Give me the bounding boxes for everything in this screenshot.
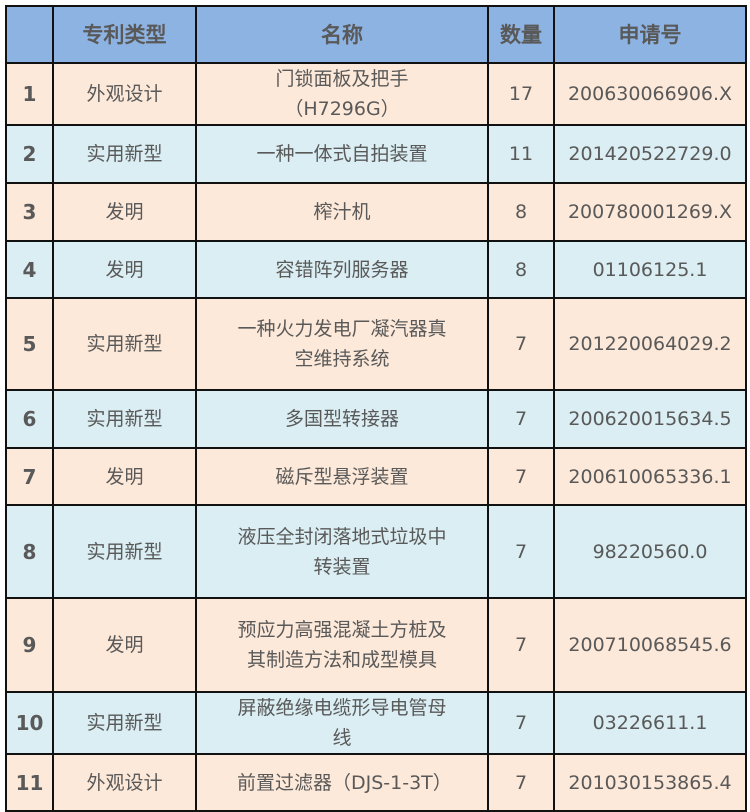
patent-count: 7 (487, 504, 555, 599)
header-count: 数量 (487, 5, 555, 64)
patent-name: 磁斥型悬浮装置 (195, 447, 489, 506)
patent-type: 发明 (52, 447, 197, 506)
table-row: 7 发明 磁斥型悬浮装置 7 200610065336.1 (5, 447, 747, 506)
patent-type: 实用新型 (52, 124, 197, 184)
table-row: 2 实用新型 一种一体式自拍装置 11 201420522729.0 (5, 124, 747, 184)
patent-type: 实用新型 (52, 504, 197, 599)
row-index: 1 (5, 62, 54, 126)
patent-count: 7 (487, 691, 555, 755)
row-index: 5 (5, 297, 54, 391)
row-index: 9 (5, 597, 54, 693)
application-number: 01106125.1 (553, 240, 747, 299)
patent-name: 屏蔽绝缘电缆形导电管母线 (195, 691, 489, 755)
patent-type: 外观设计 (52, 62, 197, 126)
patent-count: 8 (487, 182, 555, 242)
application-number: 201420522729.0 (553, 124, 747, 184)
application-number: 200710068545.6 (553, 597, 747, 693)
application-number: 03226611.1 (553, 691, 747, 755)
header-index (5, 5, 54, 64)
application-number: 200780001269.X (553, 182, 747, 242)
application-number: 98220560.0 (553, 504, 747, 599)
patent-type: 发明 (52, 182, 197, 242)
row-index: 4 (5, 240, 54, 299)
patent-count: 11 (487, 124, 555, 184)
application-number: 200620015634.5 (553, 389, 747, 449)
table-row: 4 发明 容错阵列服务器 8 01106125.1 (5, 240, 747, 299)
patent-count: 7 (487, 597, 555, 693)
row-index: 8 (5, 504, 54, 599)
header-type: 专利类型 (52, 5, 197, 64)
patent-count: 8 (487, 240, 555, 299)
application-number: 200630066906.X (553, 62, 747, 126)
patent-type: 发明 (52, 597, 197, 693)
patent-type: 实用新型 (52, 389, 197, 449)
patent-name: 一种一体式自拍装置 (195, 124, 489, 184)
row-index: 7 (5, 447, 54, 506)
row-index: 3 (5, 182, 54, 242)
header-row: 专利类型 名称 数量 申请号 (5, 5, 747, 64)
patent-name: 液压全封闭落地式垃圾中转装置 (195, 504, 489, 599)
row-index: 10 (5, 691, 54, 755)
application-number: 200610065336.1 (553, 447, 747, 506)
patent-name: 容错阵列服务器 (195, 240, 489, 299)
header-app-no: 申请号 (553, 5, 747, 64)
table-row: 9 发明 预应力高强混凝土方桩及其制造方法和成型模具 7 200710068545.6 (5, 597, 747, 693)
table-row: 11 外观设计 前置过滤器（DJS-1-3T） 7 201030153865.4 (5, 753, 747, 812)
patent-name: 榨汁机 (195, 182, 489, 242)
patent-name: 多国型转接器 (195, 389, 489, 449)
table-row: 8 实用新型 液压全封闭落地式垃圾中转装置 7 98220560.0 (5, 504, 747, 599)
patent-count: 7 (487, 297, 555, 391)
patent-type: 外观设计 (52, 753, 197, 812)
row-index: 11 (5, 753, 54, 812)
header-name: 名称 (195, 5, 489, 64)
patent-count: 7 (487, 753, 555, 812)
patent-name: 门锁面板及把手（H7296G） (195, 62, 489, 126)
row-index: 6 (5, 389, 54, 449)
application-number: 201030153865.4 (553, 753, 747, 812)
row-index: 2 (5, 124, 54, 184)
application-number: 201220064029.2 (553, 297, 747, 391)
patent-count: 17 (487, 62, 555, 126)
table-row: 10 实用新型 屏蔽绝缘电缆形导电管母线 7 03226611.1 (5, 691, 747, 755)
table-row: 5 实用新型 一种火力发电厂凝汽器真空维持系统 7 201220064029.2 (5, 297, 747, 391)
patent-type: 实用新型 (52, 297, 197, 391)
table-row: 3 发明 榨汁机 8 200780001269.X (5, 182, 747, 242)
patent-name: 预应力高强混凝土方桩及其制造方法和成型模具 (195, 597, 489, 693)
patent-count: 7 (487, 447, 555, 506)
table-row: 1 外观设计 门锁面板及把手（H7296G） 17 200630066906.X (5, 62, 747, 126)
patent-count: 7 (487, 389, 555, 449)
patent-name: 一种火力发电厂凝汽器真空维持系统 (195, 297, 489, 391)
table-row: 6 实用新型 多国型转接器 7 200620015634.5 (5, 389, 747, 449)
patent-type: 实用新型 (52, 691, 197, 755)
patent-name: 前置过滤器（DJS-1-3T） (195, 753, 489, 812)
patent-table: 专利类型 名称 数量 申请号 1 外观设计 门锁面板及把手（H7296G） 17 200… (5, 5, 747, 812)
patent-type: 发明 (52, 240, 197, 299)
